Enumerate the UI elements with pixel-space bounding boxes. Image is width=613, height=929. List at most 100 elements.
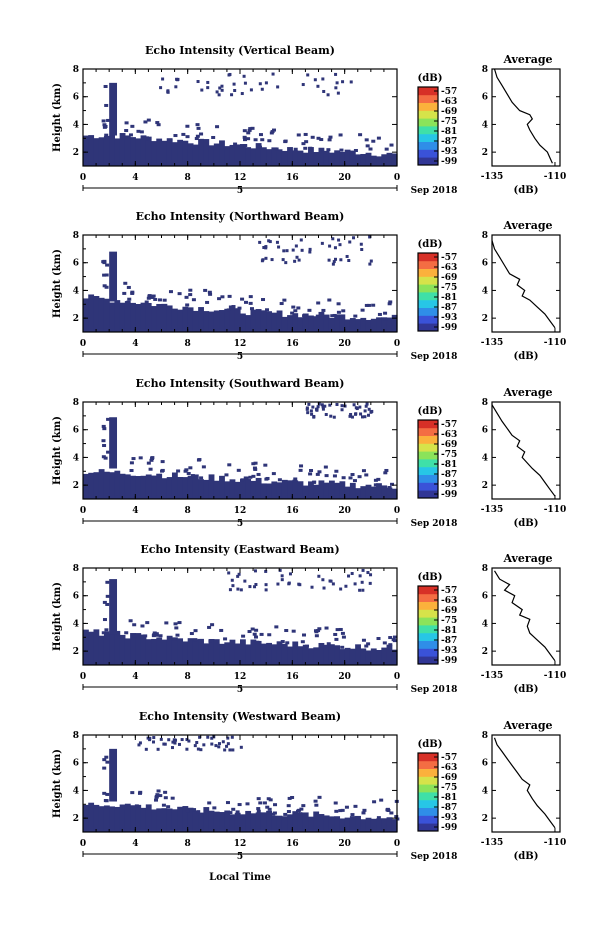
echo-speck: [202, 743, 206, 747]
x-tick-label: 20: [338, 672, 351, 682]
colorbar-segment: [418, 427, 438, 436]
colorbar-tick-label: -69: [441, 606, 457, 616]
y-tick-label: 4: [73, 286, 79, 296]
echo-speck: [331, 237, 335, 241]
echo-speck: [298, 468, 303, 472]
echo-speck: [146, 461, 151, 465]
colorbar-tick-label: -87: [441, 470, 457, 480]
echo-cell: [234, 481, 241, 499]
echo-speck: [174, 626, 179, 630]
echo-cell: [281, 643, 288, 665]
echo-cell: [360, 819, 367, 832]
echo-cell: [381, 647, 388, 665]
echo-speck: [344, 805, 349, 809]
x-tick-label: 0: [80, 339, 86, 349]
echo-cell: [260, 812, 267, 832]
echo-cell: [130, 633, 136, 665]
echo-cell: [219, 812, 225, 832]
echo-speck: [223, 637, 228, 641]
echo-speck: [248, 301, 253, 305]
echo-speck: [260, 259, 264, 263]
echo-speck: [224, 473, 229, 477]
echo-speck: [321, 407, 325, 411]
colorbar-segment: [418, 435, 438, 444]
echo-cell: [229, 479, 236, 499]
echo-speck: [339, 258, 343, 262]
echo-speck: [394, 815, 399, 819]
echo-speck: [173, 741, 177, 745]
echo-cell: [370, 486, 377, 499]
echo-speck: [146, 296, 151, 300]
average-line: [491, 404, 556, 497]
echo-speck: [299, 807, 304, 811]
echo-speck: [195, 134, 200, 138]
echo-cell: [130, 302, 136, 332]
echo-speck: [143, 120, 148, 124]
echo-speck: [323, 404, 327, 408]
echo-cell: [130, 805, 136, 832]
echo-cell: [156, 808, 163, 832]
echo-cell: [328, 816, 335, 832]
echo-speck: [227, 463, 232, 467]
echo-speck: [371, 303, 376, 307]
echo-cell: [229, 639, 236, 665]
echo-speck: [291, 248, 295, 252]
echo-speck: [313, 78, 317, 82]
echo-speck: [297, 258, 301, 262]
colorbar-segment: [418, 276, 438, 285]
echo-cell: [213, 811, 220, 832]
echo-speck: [321, 308, 326, 312]
echo-cell: [156, 473, 163, 499]
echo-speck: [194, 137, 199, 141]
echo-speck: [102, 600, 107, 604]
colorbar-tick-label: -63: [441, 97, 457, 107]
echo-speck: [303, 132, 308, 136]
average-x-label: (dB): [514, 185, 539, 196]
echo-speck: [260, 138, 265, 142]
echo-speck: [235, 810, 240, 814]
colorbar-tick-label: -93: [441, 480, 457, 490]
echo-speck: [152, 736, 156, 740]
y-tick-label: 6: [73, 759, 79, 769]
echo-cell: [119, 804, 126, 832]
echo-cell: [93, 629, 100, 665]
average-title: Average: [502, 219, 552, 232]
echo-cell: [255, 477, 262, 499]
average-y-tick-label: 2: [482, 647, 488, 657]
echo-speck: [335, 402, 339, 406]
echo-speck: [195, 741, 199, 745]
echo-speck: [317, 402, 321, 406]
echo-cell: [240, 479, 246, 499]
echo-cell: [135, 476, 142, 499]
echo-speck: [389, 811, 394, 815]
echo-speck: [336, 302, 341, 306]
echo-speck: [300, 640, 305, 644]
echo-cell: [344, 319, 351, 332]
echo-speck: [366, 642, 371, 646]
average-x-label: (dB): [514, 518, 539, 529]
echo-cell: [192, 474, 199, 499]
echo-cell: [114, 806, 121, 832]
colorbar-unit: (dB): [418, 739, 443, 750]
echo-speck: [321, 578, 325, 582]
date-label: Sep 2018: [411, 186, 458, 196]
echo-speck: [177, 292, 182, 296]
echo-speck: [144, 747, 148, 751]
echo-speck: [366, 413, 370, 417]
y-axis-label: Height (km): [52, 249, 63, 318]
echo-speck: [193, 744, 197, 748]
echo-speck: [264, 477, 269, 481]
echo-cell: [145, 804, 152, 832]
echo-speck: [254, 635, 259, 639]
average-x-label: (dB): [514, 851, 539, 862]
echo-speck: [231, 807, 236, 811]
echo-speck: [243, 579, 247, 583]
echo-speck: [285, 641, 290, 645]
echo-speck: [359, 242, 363, 246]
echo-cell: [308, 816, 314, 832]
x-tick-label: 16: [286, 506, 299, 516]
echo-speck: [292, 479, 297, 483]
echo-speck: [214, 744, 218, 748]
echo-speck: [328, 135, 333, 139]
echo-cell: [302, 485, 309, 499]
